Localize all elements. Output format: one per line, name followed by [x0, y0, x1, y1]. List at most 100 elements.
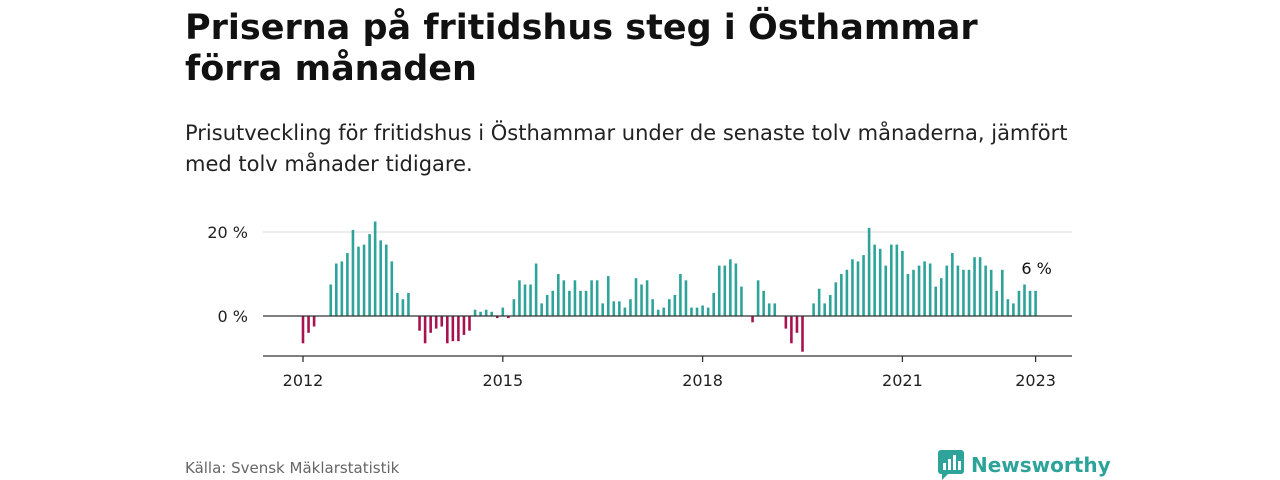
bar: [834, 282, 838, 316]
bar: [717, 265, 721, 316]
bar: [545, 295, 549, 316]
bar: [767, 303, 771, 316]
bar: [867, 227, 871, 316]
brand-name: Newsworthy: [971, 453, 1111, 477]
bar: [612, 301, 616, 316]
bar: [684, 280, 688, 316]
bar: [995, 290, 999, 316]
source-note: Källa: Svensk Mäklarstatistik: [185, 459, 400, 477]
bar: [540, 303, 543, 316]
bar: [668, 299, 671, 316]
bar: [529, 284, 532, 316]
bar: [457, 316, 460, 342]
bar: [817, 288, 821, 316]
bar: [523, 284, 527, 316]
bar: [379, 240, 382, 316]
bar: [1012, 303, 1015, 316]
bar: [656, 309, 660, 316]
bar: [734, 263, 738, 316]
bar: [618, 301, 621, 316]
bar: [1006, 299, 1010, 316]
bar: [606, 276, 610, 316]
bar: [984, 265, 987, 316]
bar: [923, 261, 926, 316]
bar: [351, 229, 355, 316]
bar: [518, 280, 521, 316]
bar: [751, 316, 754, 323]
bar: [640, 284, 643, 316]
bar: [534, 263, 538, 316]
bar: [812, 303, 815, 316]
bar: [462, 316, 466, 335]
bar: [484, 309, 488, 316]
bar: [951, 253, 954, 316]
bar: [307, 316, 310, 333]
x-tick-label: 2023: [1015, 371, 1056, 390]
bar: [712, 292, 715, 316]
bar: [623, 307, 627, 316]
bar: [934, 286, 937, 316]
bar: [512, 299, 516, 316]
bar: [773, 303, 777, 316]
bar: [673, 295, 677, 316]
bar: [740, 286, 743, 316]
bar: [901, 250, 904, 316]
bar: [346, 253, 349, 316]
bar: [878, 248, 882, 316]
bar: [701, 305, 704, 316]
newsworthy-logo[interactable]: Newsworthy: [938, 450, 1111, 480]
bar: [723, 265, 727, 316]
x-tick-label: 2015: [482, 371, 523, 390]
bar: [895, 244, 899, 316]
bar: [362, 244, 366, 316]
bar: [629, 299, 632, 316]
bar: [473, 309, 477, 316]
bar: [490, 311, 493, 316]
bar: [862, 255, 865, 316]
bar: [479, 311, 482, 316]
bar: [568, 290, 571, 316]
bar: [590, 280, 593, 316]
bar: [501, 307, 505, 316]
bar: [507, 316, 510, 319]
bar: [601, 303, 604, 316]
bar: [695, 307, 699, 316]
bar: [928, 263, 932, 316]
bar: [962, 269, 965, 316]
bar: [795, 316, 799, 333]
bar: [967, 269, 971, 316]
bar: [756, 280, 760, 316]
bar: [357, 246, 360, 316]
bar: [690, 307, 693, 316]
bar: [662, 307, 666, 316]
bar: [340, 261, 344, 316]
bar: [301, 316, 305, 344]
bar: [978, 257, 982, 316]
bar: [884, 265, 888, 316]
bar: [729, 259, 732, 316]
bar: [1023, 284, 1026, 316]
bar: [384, 244, 388, 316]
bar: [495, 316, 499, 319]
bar: [390, 261, 394, 316]
bar: [401, 299, 405, 316]
bar: [407, 292, 410, 316]
bar: [551, 290, 555, 316]
bar: [973, 257, 976, 316]
bar: [1028, 290, 1032, 316]
bar: [446, 316, 449, 344]
bar: [451, 316, 455, 342]
bar: [790, 316, 793, 344]
bar-chart-bubble-icon: [938, 450, 964, 480]
bar: [939, 278, 943, 316]
bar: [706, 307, 710, 316]
bar: [396, 292, 399, 316]
bar: [784, 316, 788, 329]
bar: [584, 290, 588, 316]
bar: [840, 274, 843, 316]
bar: [945, 265, 949, 316]
bar: [873, 244, 876, 316]
bar: [595, 280, 599, 316]
last-value-label: 6 %: [1021, 259, 1051, 278]
